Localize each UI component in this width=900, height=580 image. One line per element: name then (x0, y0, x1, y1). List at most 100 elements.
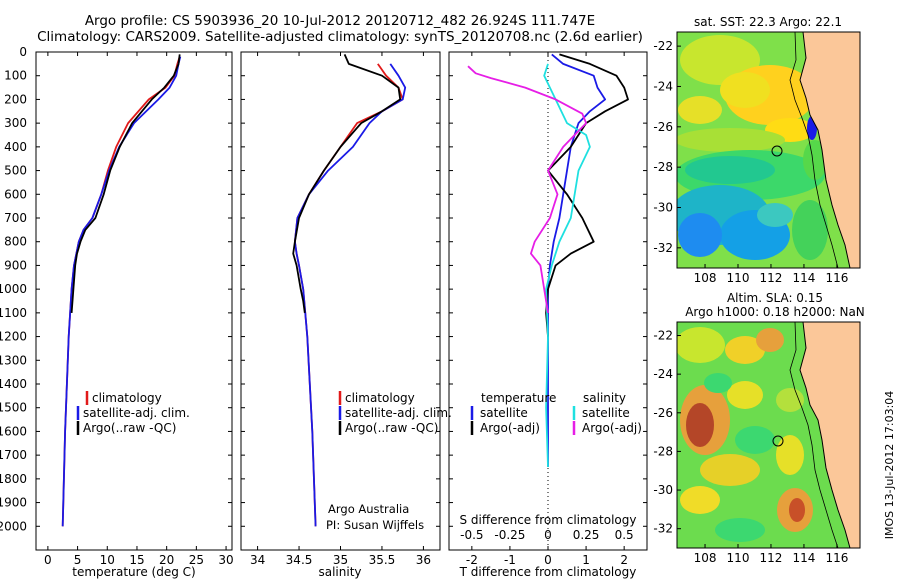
sla-argo-marker (772, 435, 784, 447)
x-tick-label: 25 (189, 553, 204, 567)
depth-tick-label: 300 (4, 116, 27, 130)
map-y-tick-label: -24 (653, 367, 673, 381)
series-line-argo-raw-qc- (292, 54, 402, 314)
sst-map-frame (676, 31, 861, 269)
salinity-annotation-2: PI: Susan Wijffels (326, 518, 424, 532)
temperature-legend: climatology satellite-adj. clim. Argo(..… (76, 391, 190, 435)
depth-tick-label: 600 (4, 187, 27, 201)
difference-series (467, 53, 629, 468)
depth-tick-label: 800 (4, 235, 27, 249)
series-line-argo-raw-qc- (70, 54, 181, 313)
temperature-series (61, 54, 182, 527)
x-tick-label: 20 (159, 553, 174, 567)
salinity-panel: 34 34.5 35 35.5 36 climatology satellite-adj… (240, 51, 452, 579)
header-title-line2: Climatology: CARS2009. Satellite-adjuste… (37, 29, 643, 45)
map-y-tick-label: -28 (653, 160, 673, 174)
map-y-tick-label: -26 (653, 120, 673, 134)
difference-panel: -2 -1 0 1 2 temperature satellite Argo(-adj)… (448, 51, 648, 579)
map-x-tick-label: 112 (760, 551, 783, 565)
legend-label-satellite: satellite-adj. clim. (83, 406, 190, 420)
map-y-tick-label: -32 (653, 241, 673, 255)
map-x-tick-label: 112 (760, 271, 783, 285)
legend-label-t-satellite: satellite (480, 406, 528, 420)
map-y-tick-label: -30 (653, 200, 673, 214)
depth-tick-label: 500 (4, 164, 27, 178)
s-diff-tick-label: -0.5 (460, 528, 483, 542)
depth-tick-label: 900 (4, 258, 27, 272)
x-tick-label: 10 (100, 553, 115, 567)
header-title-line1: Argo profile: CS 5903936_20 10-Jul-2012 … (85, 13, 595, 29)
depth-tick-label: 100 (4, 69, 27, 83)
salinity-series (292, 54, 407, 527)
difference-x-ticks: -2 -1 0 1 2 (466, 52, 628, 567)
map-x-tick-label: 114 (792, 551, 815, 565)
salinity-legend: climatology satellite-adj. clim. Argo(..… (338, 391, 452, 435)
difference-top-axis-label: S difference from climatology (460, 513, 637, 527)
temperature-plot-frame (35, 51, 233, 551)
legend-label-argo: Argo(..raw -QC) (345, 421, 438, 435)
x-tick-label: 0 (44, 553, 52, 567)
sla-map-ticks: 108 110 112 114 116 -22 -24 -26 -28 -30 -32 (653, 329, 848, 565)
depth-tick-label: 1600 (0, 424, 27, 438)
legend-label-s-argo: Argo(-adj) (582, 421, 642, 435)
depth-tick-label: 400 (4, 140, 27, 154)
x-tick-label: 35 (333, 553, 348, 567)
depth-tick-label: 1400 (0, 377, 27, 391)
legend-label-climatology: climatology (92, 391, 162, 405)
x-tick-label: 15 (129, 553, 144, 567)
salinity-x-label: salinity (318, 565, 361, 579)
legend-label-satellite: satellite-adj. clim. (345, 406, 452, 420)
x-tick-label: 2 (620, 553, 628, 567)
map-y-tick-label: -26 (653, 406, 673, 420)
sla-map-land (800, 322, 860, 548)
map-x-tick-label: 108 (694, 551, 717, 565)
depth-tick-label: 1700 (0, 448, 27, 462)
map-y-tick-label: -22 (653, 329, 673, 343)
sst-map-title: sat. SST: 22.3 Argo: 22.1 (694, 15, 842, 29)
sst-map: sat. SST: 22.3 Argo: 22.1 108 110 112 114 11… (653, 15, 861, 285)
x-tick-label: 30 (218, 553, 233, 567)
salinity-annotation-1: Argo Australia (328, 502, 409, 516)
difference-x-label: T difference from climatology (459, 565, 637, 579)
sst-map-ticks: 108 110 112 114 116 -22 -24 -26 -28 -30 -32 (653, 39, 848, 285)
legend-label-t-argo: Argo(-adj) (480, 421, 540, 435)
temperature-x-label: temperature (deg C) (72, 565, 195, 579)
sla-map-field (677, 322, 860, 548)
series-line-climatology (293, 63, 404, 527)
series-line-salinity-argo-adj- (467, 65, 587, 314)
sla-map-frame (676, 321, 861, 549)
depth-axis: 0 100 200 300 400 500 600 700 800 900 1000 1100 1200… (0, 45, 647, 533)
s-diff-tick-label: 0.25 (573, 528, 600, 542)
series-line-climatology (61, 56, 181, 527)
legend-label-s-satellite: satellite (582, 406, 630, 420)
salinity-plot-frame (240, 51, 441, 551)
map-y-tick-label: -24 (653, 79, 673, 93)
x-tick-label: 34.5 (286, 553, 313, 567)
x-tick-label: 5 (74, 553, 82, 567)
map-x-tick-label: 108 (694, 271, 717, 285)
depth-tick-label: 1300 (0, 353, 27, 367)
series-line-salinity-satellite (543, 63, 591, 468)
depth-tick-label: 200 (4, 92, 27, 106)
depth-tick-label: 1500 (0, 401, 27, 415)
x-tick-label: 1 (582, 553, 590, 567)
depth-tick-label: 0 (19, 45, 27, 59)
map-x-tick-label: 110 (727, 551, 750, 565)
difference-legend: temperature satellite Argo(-adj) salinit… (470, 391, 642, 435)
salinity-difference-ticks: -0.5 -0.25 0 0.25 0.5 (460, 528, 634, 542)
depth-tick-label: 1800 (0, 472, 27, 486)
series-line-satellite-adj-clim- (61, 56, 182, 527)
depth-tick-label: 1100 (0, 306, 27, 320)
depth-tick-label: 1200 (0, 330, 27, 344)
salinity-x-ticks: 34 34.5 35 35.5 36 (250, 52, 431, 567)
map-x-tick-label: 114 (792, 271, 815, 285)
map-y-tick-label: -30 (653, 483, 673, 497)
sla-map: Altim. SLA: 0.15 Argo h1000: 0.18 h2000:… (653, 291, 864, 565)
x-tick-label: 34 (250, 553, 265, 567)
x-tick-label: 36 (416, 553, 431, 567)
temperature-panel: 0 5 10 15 20 25 30 climatology satellite-adj. … (35, 51, 234, 579)
depth-tick-label: 1000 (0, 282, 27, 296)
s-diff-tick-label: 0 (544, 528, 552, 542)
x-tick-label: -1 (504, 553, 516, 567)
